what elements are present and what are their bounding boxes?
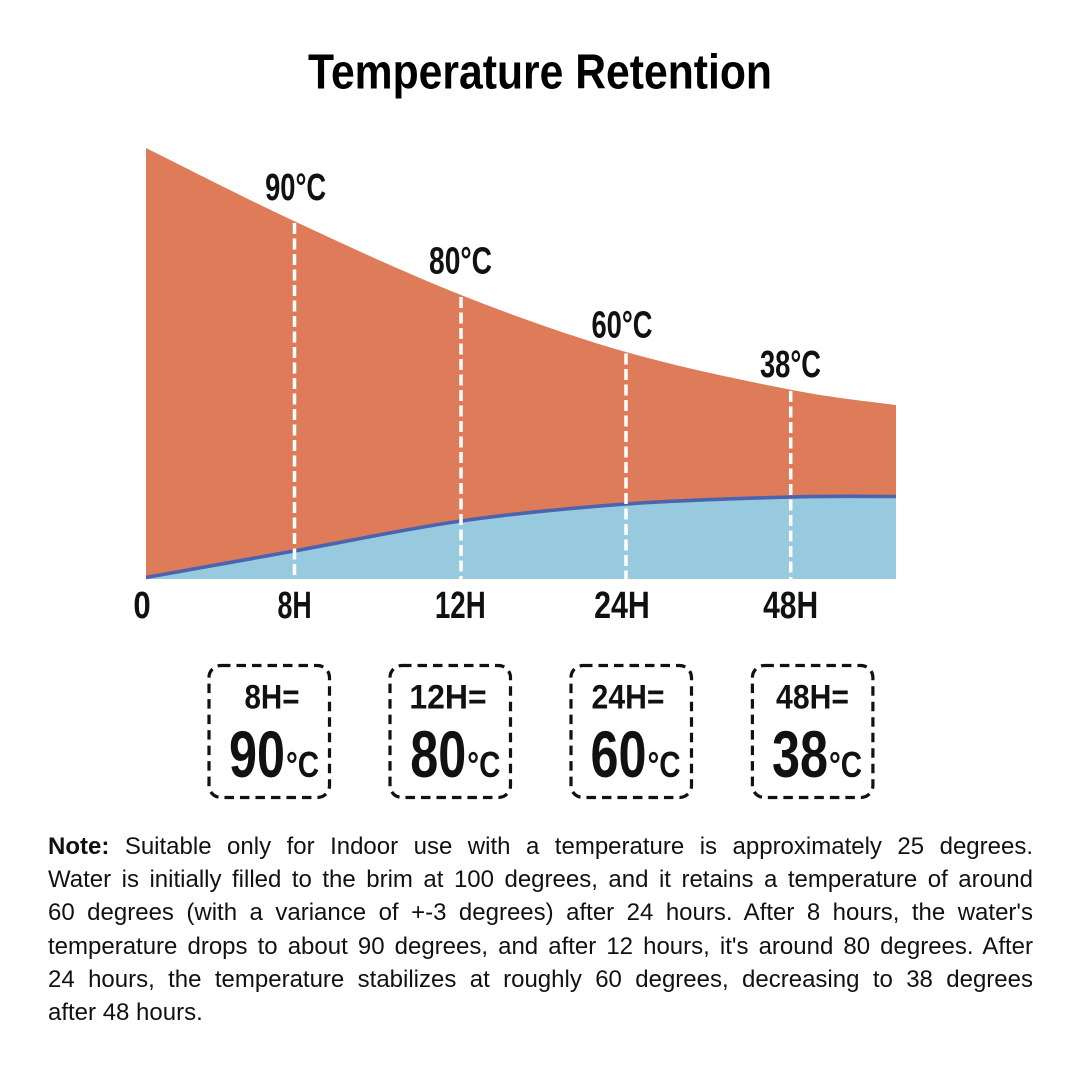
svg-text:0: 0 [133, 585, 150, 627]
svg-text:80: 80 [410, 719, 466, 792]
svg-text:°C: °C [648, 744, 681, 784]
svg-text:Temperature Retention: Temperature Retention [308, 44, 772, 99]
svg-text:48H=: 48H= [776, 678, 849, 716]
svg-text:24H=: 24H= [592, 678, 665, 716]
svg-text:90°C: 90°C [265, 167, 326, 209]
svg-text:60°C: 60°C [591, 304, 652, 346]
svg-text:°C: °C [467, 744, 500, 784]
svg-text:8H=: 8H= [244, 678, 299, 716]
svg-text:38°C: 38°C [760, 344, 821, 386]
svg-text:90: 90 [229, 719, 285, 792]
svg-text:48H: 48H [763, 585, 818, 627]
svg-text:80°C: 80°C [429, 241, 492, 283]
svg-text:38: 38 [772, 719, 828, 792]
svg-text:°C: °C [286, 744, 319, 784]
svg-text:24H: 24H [594, 585, 650, 627]
svg-text:12H=: 12H= [409, 678, 486, 716]
svg-text:°C: °C [829, 744, 862, 784]
svg-text:60: 60 [591, 719, 647, 792]
svg-text:12H: 12H [435, 585, 486, 627]
svg-text:8H: 8H [277, 583, 311, 626]
